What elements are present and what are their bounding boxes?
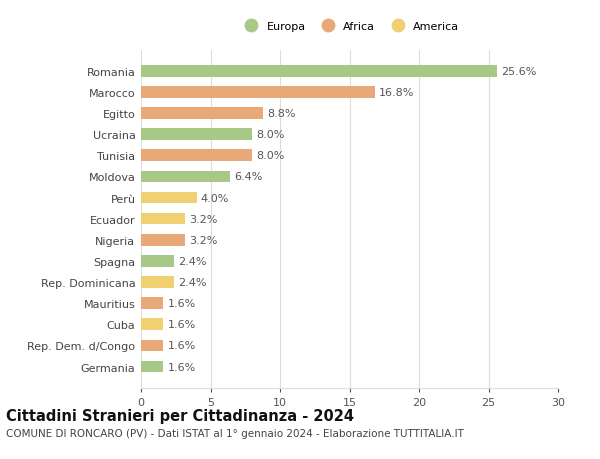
- Text: 2.4%: 2.4%: [179, 256, 207, 266]
- Text: 3.2%: 3.2%: [190, 214, 218, 224]
- Text: 3.2%: 3.2%: [190, 235, 218, 245]
- Bar: [141, 256, 175, 267]
- Legend: Europa, Africa, America: Europa, Africa, America: [240, 22, 459, 32]
- Text: 16.8%: 16.8%: [379, 88, 414, 98]
- Text: 4.0%: 4.0%: [201, 193, 229, 203]
- Text: COMUNE DI RONCARO (PV) - Dati ISTAT al 1° gennaio 2024 - Elaborazione TUTTITALIA: COMUNE DI RONCARO (PV) - Dati ISTAT al 1…: [6, 428, 464, 438]
- Bar: [141, 298, 163, 309]
- Text: 1.6%: 1.6%: [167, 341, 196, 351]
- Bar: [141, 87, 374, 99]
- Text: 8.8%: 8.8%: [268, 109, 296, 119]
- Bar: [141, 277, 175, 288]
- Text: 6.4%: 6.4%: [234, 172, 263, 182]
- Bar: [141, 213, 185, 225]
- Text: 8.0%: 8.0%: [256, 130, 285, 140]
- Bar: [141, 361, 163, 373]
- Bar: [141, 66, 497, 78]
- Text: Cittadini Stranieri per Cittadinanza - 2024: Cittadini Stranieri per Cittadinanza - 2…: [6, 408, 354, 423]
- Text: 1.6%: 1.6%: [167, 319, 196, 330]
- Bar: [141, 108, 263, 120]
- Text: 1.6%: 1.6%: [167, 362, 196, 372]
- Text: 1.6%: 1.6%: [167, 298, 196, 308]
- Bar: [141, 171, 230, 183]
- Bar: [141, 319, 163, 330]
- Text: 25.6%: 25.6%: [501, 67, 536, 77]
- Text: 2.4%: 2.4%: [179, 277, 207, 287]
- Bar: [141, 129, 252, 140]
- Text: 8.0%: 8.0%: [256, 151, 285, 161]
- Bar: [141, 340, 163, 352]
- Bar: [141, 235, 185, 246]
- Bar: [141, 192, 197, 204]
- Bar: [141, 150, 252, 162]
